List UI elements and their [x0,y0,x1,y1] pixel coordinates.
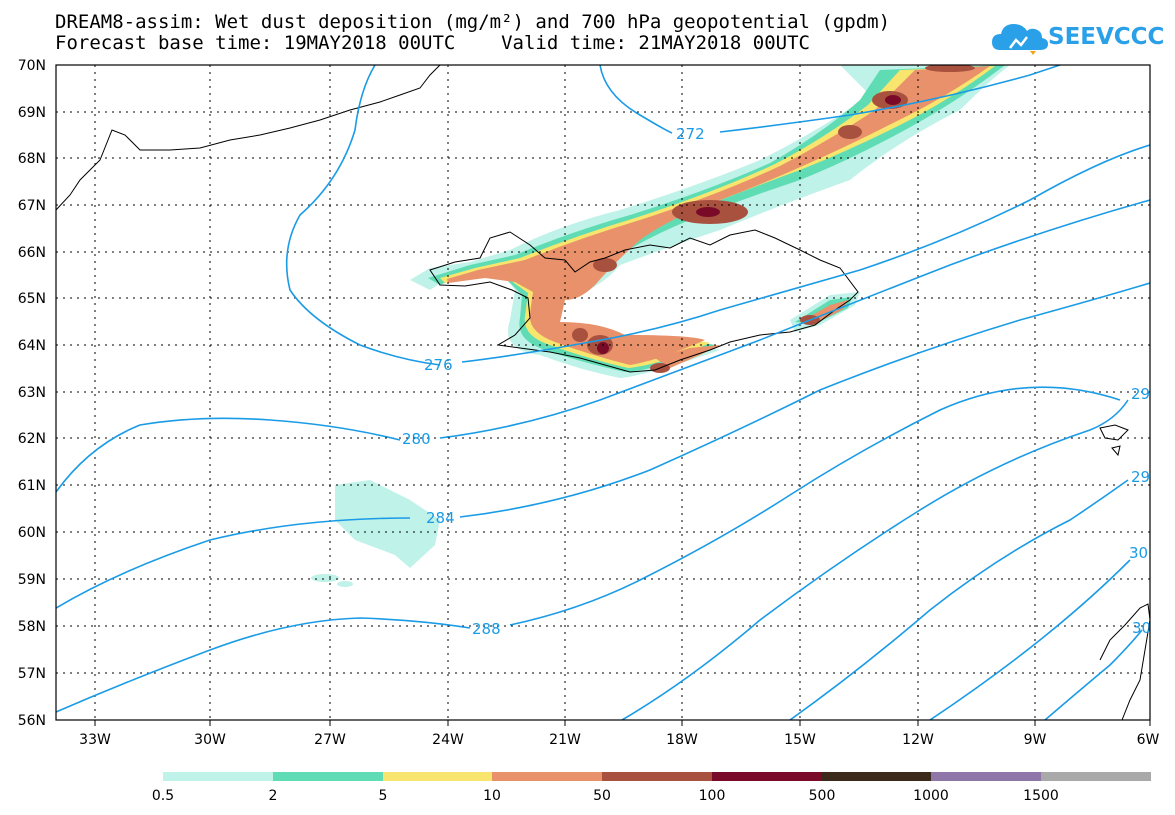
faroe-islands [1099,424,1129,457]
lat-label: 57N [18,666,46,682]
lat-label: 56N [18,713,46,729]
lat-label: 66N [18,245,46,261]
colorbar-swatch [602,772,712,781]
dust-patch-south [335,480,440,568]
coastlines [56,65,1150,720]
contour-300 [929,559,1131,720]
contour-label-304: 30 [1132,619,1151,637]
dust-patch-small [311,574,339,582]
lat-label: 69N [18,105,46,121]
dust-plume-orange [447,66,990,365]
contour-label-276: 276 [424,356,453,374]
dust-max-west [593,258,617,272]
colorbar-label: 5 [379,788,388,804]
lon-label: 9W [1024,732,1047,748]
contour-280 [56,199,1150,493]
lon-label: 24W [432,732,464,748]
contour-272 [285,65,1150,366]
dust-peak-central [696,207,720,217]
dust-peak-south [597,342,609,354]
colorbar-label: 500 [809,788,836,804]
contour-296 [789,479,1129,720]
colorbar-swatch [931,772,1041,781]
chart-title-line1: DREAM8-assim: Wet dust deposition (mg/m²… [55,11,891,33]
contour-label-292: 29 [1131,385,1150,403]
dust-deposition-shading [311,65,1010,587]
lat-label: 58N [18,619,46,635]
contour-292 [621,399,1129,720]
contour-288 [56,386,1121,713]
lat-label: 67N [18,198,46,214]
colorbar-swatch [492,772,602,781]
colorbar-label: 100 [699,788,726,804]
dust-max-far [925,65,975,72]
colorbar-label: 10 [483,788,501,804]
contour-label-284: 284 [426,509,455,527]
lon-label: 30W [194,732,226,748]
lat-label: 61N [18,478,46,494]
contour-304 [1044,629,1143,720]
dust-max-north2 [838,125,862,139]
greenland-coast [56,65,441,211]
chart-title-line2: Forecast base time: 19MAY2018 00UTC Vali… [55,32,810,54]
lon-label: 21W [549,732,581,748]
contour-label-288: 288 [472,620,501,638]
lat-label: 60N [18,525,46,541]
contour-labels: 272 276 280 284 288 29 29 30 30 [402,125,1151,638]
contour-272-north [599,65,1061,134]
colorbar-swatch [712,772,822,781]
logo-text: SEEVCCC [1048,24,1165,50]
colorbar: 0.5 2 5 10 50 100 500 1000 1500 [152,772,1151,804]
colorbar-swatch [1041,772,1151,781]
lat-label: 65N [18,291,46,307]
lat-label: 64N [18,338,46,354]
contour-label-280: 280 [402,430,431,448]
colorbar-label: 2 [269,788,278,804]
contour-label-272: 272 [676,125,705,143]
colorbar-label: 1000 [913,788,949,804]
contour-284 [56,282,1150,609]
seevccc-logo: SEEVCCC [990,18,1164,58]
lat-label: 62N [18,431,46,447]
colorbar-swatch [383,772,492,781]
lat-label: 68N [18,151,46,167]
map-frame [55,64,1151,721]
graticule [56,65,1150,720]
lon-label: 27W [314,732,346,748]
colorbar-swatch [273,772,383,781]
colorbar-label: 50 [593,788,611,804]
dust-peak-north [885,95,901,105]
lon-label: 6W [1137,732,1160,748]
cloud-icon [992,24,1048,55]
dust-orange-south [655,345,720,368]
scotland-coast [1099,603,1150,720]
latitude-labels: 70N 69N 68N 67N 66N 65N 64N 63N 62N 61N … [18,58,46,729]
longitude-labels: 33W 30W 27W 24W 21W 18W 15W 12W 9W 6W [79,732,1159,748]
contour-label-296: 29 [1131,468,1150,486]
lat-label: 63N [18,385,46,401]
contour-label-300: 30 [1129,544,1148,562]
iceland-coast [429,229,859,373]
dust-max-south2 [572,328,588,342]
lat-label: 70N [18,58,46,74]
geopotential-contours [56,65,1150,720]
dust-patch-small2 [337,581,353,587]
lon-label: 12W [902,732,934,748]
lon-label: 15W [784,732,816,748]
colorbar-label: 1500 [1023,788,1059,804]
axis-ticks [94,720,1151,726]
lon-label: 18W [666,732,698,748]
colorbar-swatch [822,772,931,781]
lat-label: 59N [18,572,46,588]
lon-label: 33W [79,732,111,748]
colorbar-label: 0.5 [152,788,174,804]
colorbar-swatch [163,772,273,781]
dust-plume-yellow [440,66,995,368]
